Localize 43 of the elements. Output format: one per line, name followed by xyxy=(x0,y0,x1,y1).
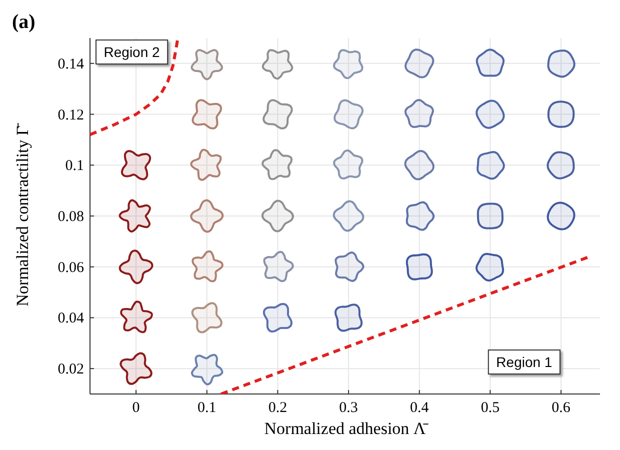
x-tick-label: 0.3 xyxy=(339,400,358,416)
chart-title: (a) xyxy=(12,11,36,33)
point xyxy=(263,250,294,282)
point xyxy=(404,48,434,78)
y-tick-label: 0.1 xyxy=(65,158,84,174)
y-tick-label: 0.04 xyxy=(58,310,84,327)
point xyxy=(334,252,364,282)
point xyxy=(120,150,152,180)
point xyxy=(190,148,222,181)
point xyxy=(406,201,435,231)
point xyxy=(332,200,364,232)
point xyxy=(476,100,505,129)
point xyxy=(476,48,505,77)
x-tick-label: 0.6 xyxy=(552,400,571,416)
annotation: Region 1 xyxy=(496,354,552,370)
y-tick-label: 0.08 xyxy=(58,209,84,225)
x-tick-label: 0.4 xyxy=(410,400,430,416)
point xyxy=(262,99,293,130)
y-tick-label: 0.12 xyxy=(58,107,84,124)
point xyxy=(333,150,364,180)
x-tick-label: 0.5 xyxy=(480,400,500,416)
point xyxy=(262,149,292,180)
annotation: Region 2 xyxy=(104,44,160,60)
y-tick-label: 0.14 xyxy=(58,56,84,72)
point xyxy=(404,99,434,128)
x-axis-title: Normalized adhesion Λ̄ xyxy=(264,419,429,438)
x-tick-label: 0.2 xyxy=(268,400,288,416)
point xyxy=(191,302,222,334)
x-tick-label: 0 xyxy=(132,400,140,416)
point xyxy=(404,150,434,180)
y-tick-label: 0.06 xyxy=(58,260,84,276)
point xyxy=(546,202,576,230)
y-tick-label: 0.02 xyxy=(58,362,84,378)
point xyxy=(476,252,504,282)
point xyxy=(333,99,364,130)
point xyxy=(262,49,294,80)
point xyxy=(262,302,292,332)
x-tick-label: 0.1 xyxy=(198,400,216,416)
point xyxy=(192,250,224,282)
point xyxy=(192,99,222,130)
point xyxy=(334,304,363,332)
point xyxy=(333,49,364,80)
y-axis-title: Normalized contractility Γ̄ xyxy=(13,122,32,306)
